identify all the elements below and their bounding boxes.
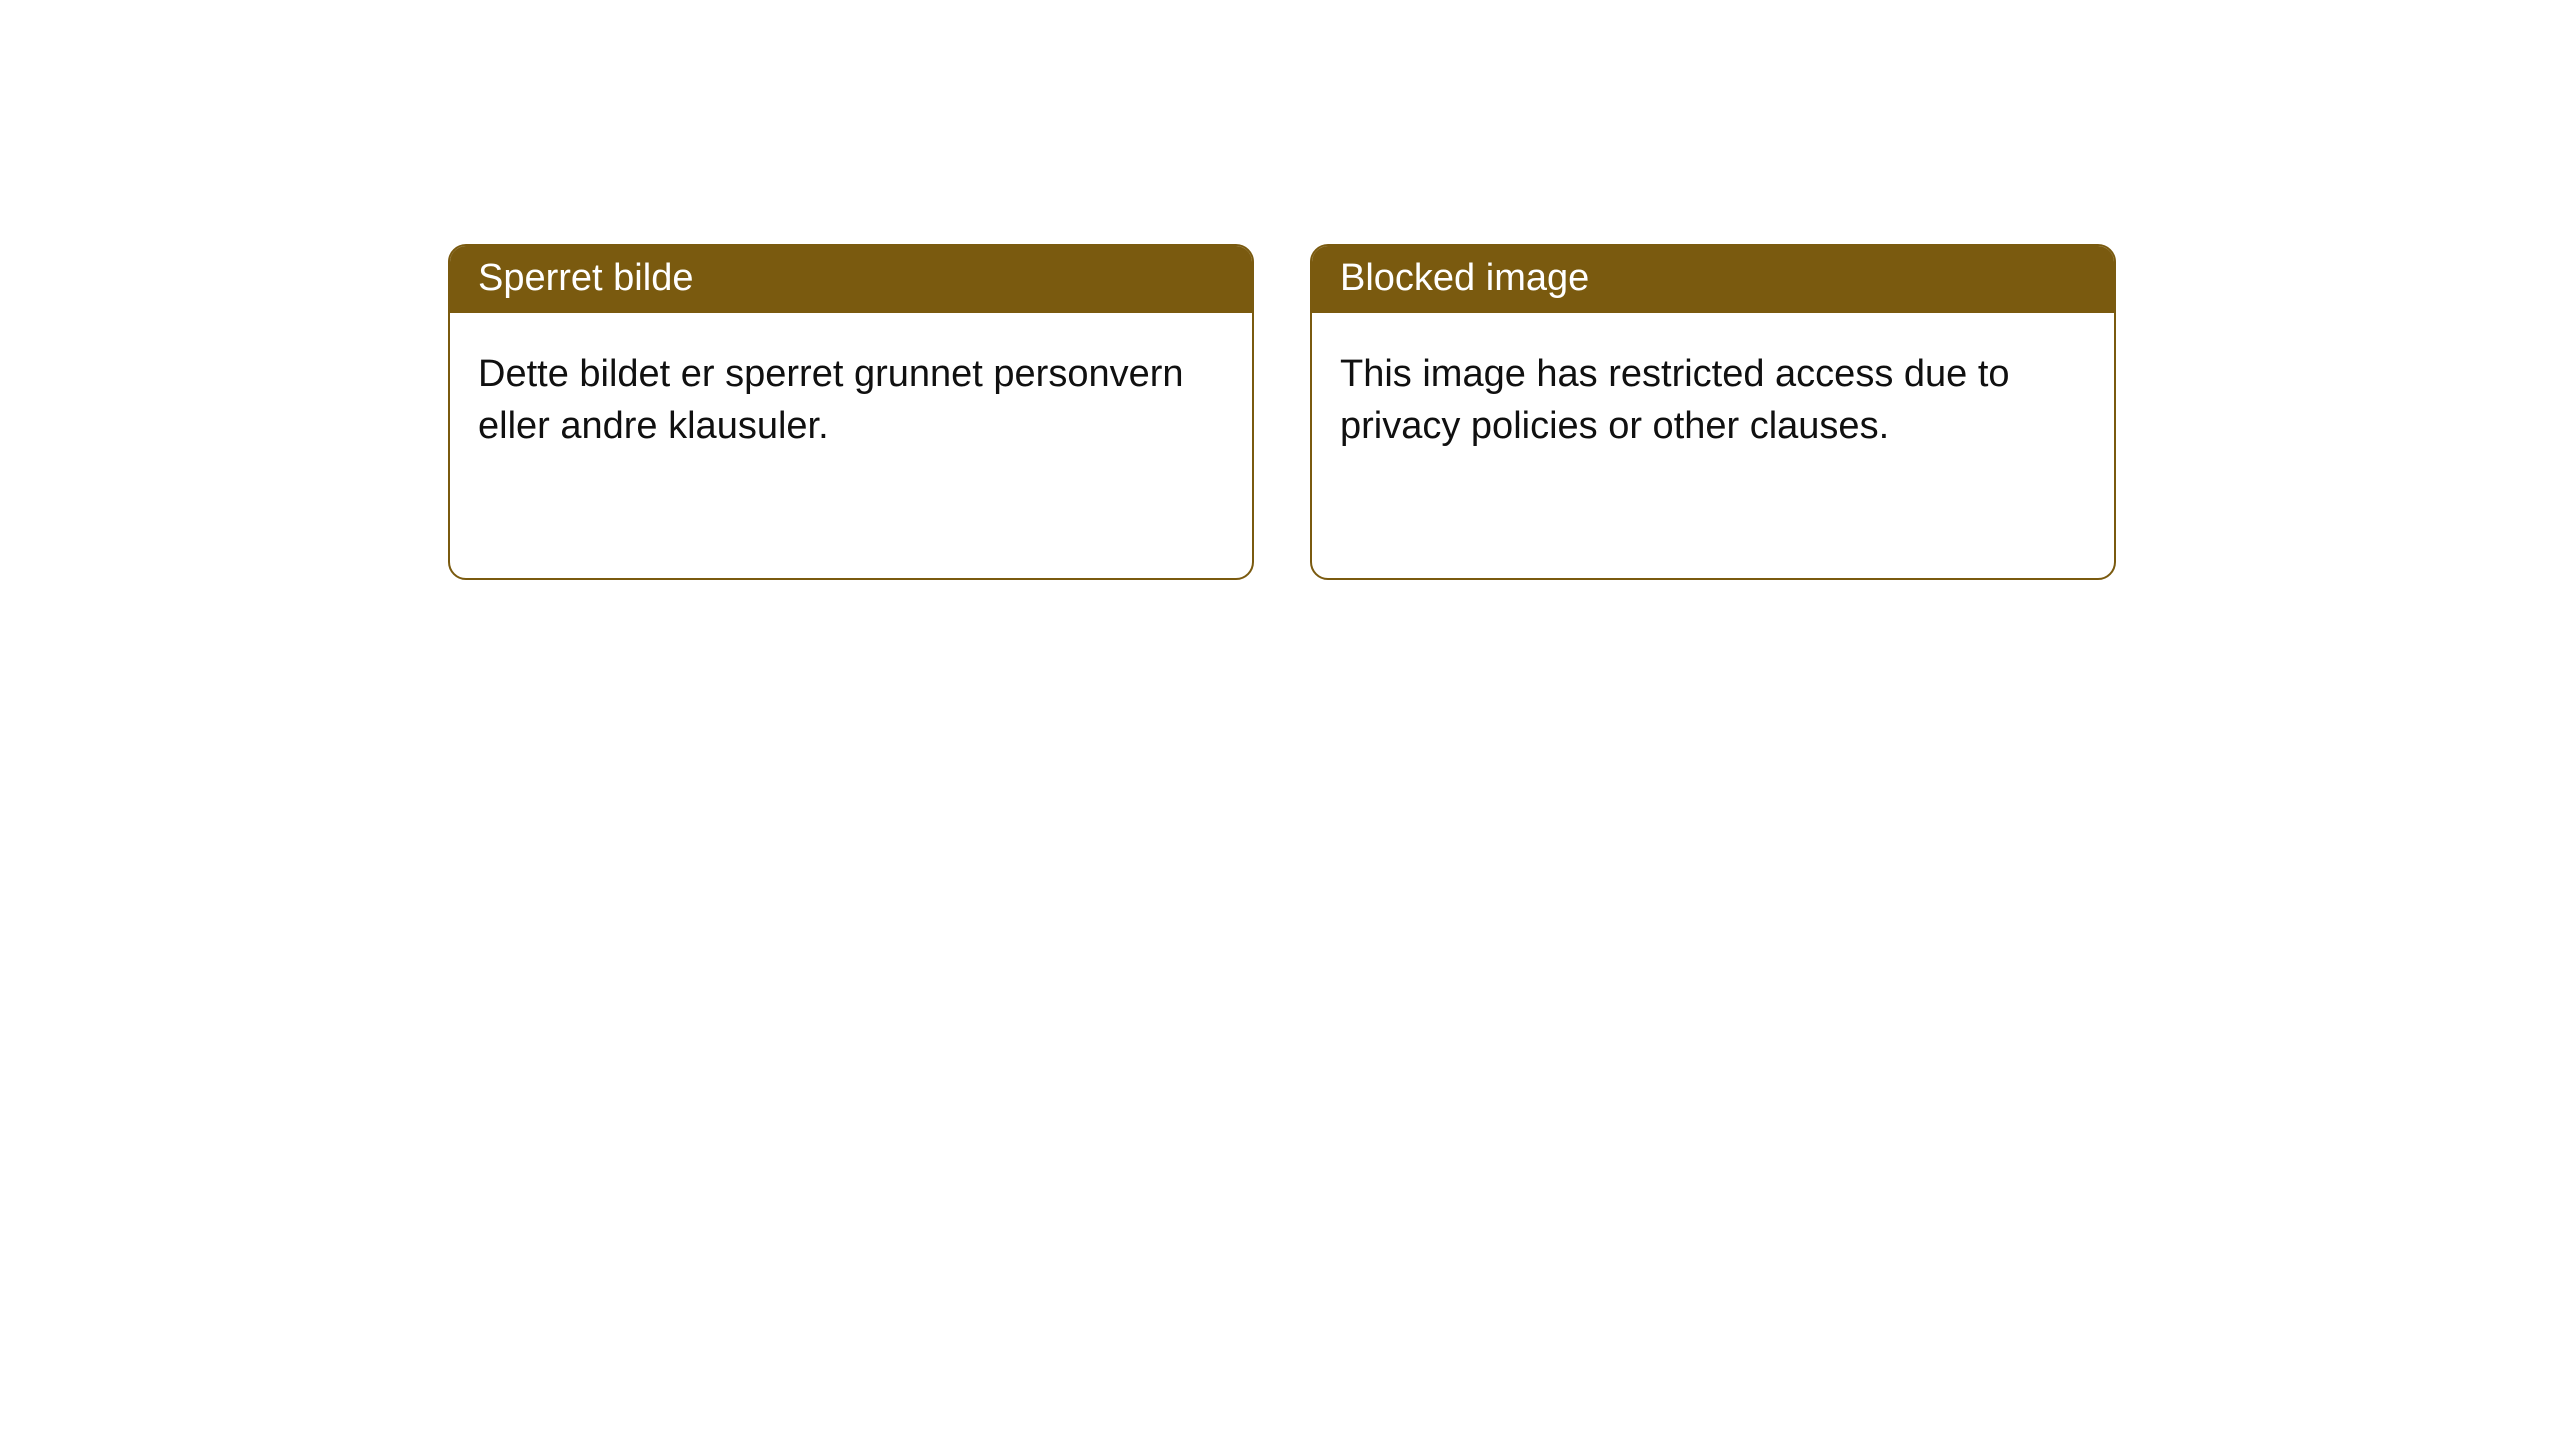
notices-row: Sperret bilde Dette bildet er sperret gr… <box>0 0 2560 580</box>
notice-body-en: This image has restricted access due to … <box>1312 313 2114 480</box>
notice-body-no: Dette bildet er sperret grunnet personve… <box>450 313 1252 480</box>
notice-header-no: Sperret bilde <box>450 246 1252 313</box>
notice-box-no: Sperret bilde Dette bildet er sperret gr… <box>448 244 1254 580</box>
notice-header-en: Blocked image <box>1312 246 2114 313</box>
notice-box-en: Blocked image This image has restricted … <box>1310 244 2116 580</box>
